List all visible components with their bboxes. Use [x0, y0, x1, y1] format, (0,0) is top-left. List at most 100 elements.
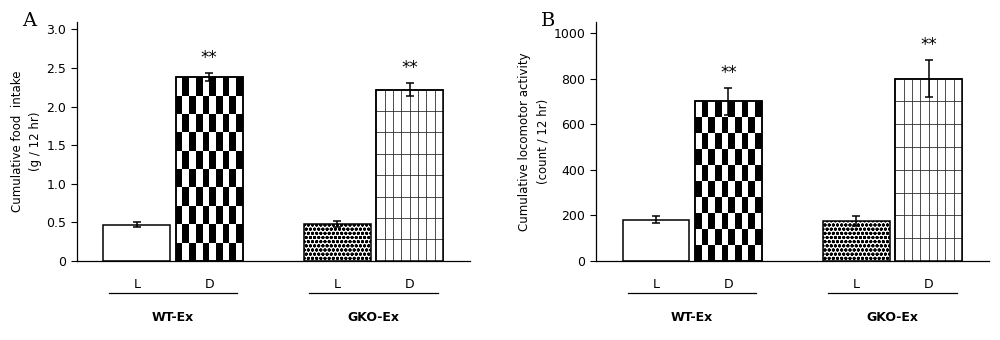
Bar — [945, 101, 954, 124]
Text: B: B — [541, 12, 555, 30]
Bar — [376, 218, 385, 239]
Bar — [376, 89, 443, 261]
Bar — [715, 229, 722, 245]
Bar — [695, 149, 702, 165]
Bar — [954, 124, 962, 147]
Bar — [904, 215, 912, 238]
Bar — [895, 192, 904, 215]
Text: L: L — [133, 278, 140, 291]
Bar — [954, 170, 962, 192]
Bar — [182, 224, 189, 242]
Bar — [435, 197, 443, 218]
Bar — [376, 197, 385, 218]
Bar — [937, 192, 945, 215]
Text: **: ** — [401, 59, 418, 78]
Bar — [176, 169, 182, 187]
Bar — [410, 89, 418, 111]
Bar — [376, 89, 385, 111]
Bar — [435, 89, 443, 111]
Bar — [937, 215, 945, 238]
Bar — [410, 197, 418, 218]
Bar — [735, 181, 742, 197]
Bar — [755, 101, 762, 117]
Bar — [755, 197, 762, 213]
Bar — [708, 181, 715, 197]
Bar — [182, 151, 189, 169]
Bar — [376, 111, 385, 132]
Bar — [904, 101, 912, 124]
Bar — [176, 77, 243, 261]
Bar — [393, 218, 401, 239]
Bar — [385, 89, 393, 111]
Bar — [920, 124, 929, 147]
Bar — [418, 197, 426, 218]
Bar — [708, 149, 715, 165]
Bar — [189, 206, 196, 224]
Bar — [945, 79, 954, 101]
Bar — [735, 149, 742, 165]
Bar — [189, 96, 196, 114]
Bar — [103, 225, 170, 261]
Bar — [426, 89, 435, 111]
Bar — [189, 169, 196, 187]
Bar — [708, 117, 715, 133]
Text: GKO-Ex: GKO-Ex — [867, 311, 919, 324]
Bar — [945, 124, 954, 147]
Bar — [176, 77, 243, 261]
Bar — [912, 79, 920, 101]
Bar — [945, 192, 954, 215]
Bar — [385, 132, 393, 154]
Bar — [728, 133, 735, 149]
Text: L: L — [652, 278, 659, 291]
Bar — [920, 147, 929, 170]
Bar — [735, 245, 742, 261]
Bar — [937, 124, 945, 147]
Bar — [929, 215, 937, 238]
Bar — [895, 79, 904, 101]
Bar — [920, 215, 929, 238]
Bar — [904, 170, 912, 192]
Bar — [937, 238, 945, 261]
Bar — [755, 133, 762, 149]
Bar — [209, 114, 216, 132]
Bar — [216, 206, 223, 224]
Bar — [702, 165, 708, 181]
Bar — [945, 238, 954, 261]
Bar — [895, 147, 904, 170]
Bar — [209, 187, 216, 206]
Bar — [223, 187, 229, 206]
Bar — [216, 242, 223, 261]
Text: L: L — [334, 278, 341, 291]
Bar — [203, 242, 209, 261]
Bar — [376, 239, 385, 261]
Bar — [229, 242, 236, 261]
Bar — [426, 154, 435, 175]
Bar — [196, 77, 203, 96]
Bar — [748, 149, 755, 165]
Bar — [236, 224, 243, 242]
Bar — [895, 215, 904, 238]
Bar — [937, 170, 945, 192]
Bar — [229, 169, 236, 187]
Bar — [912, 238, 920, 261]
Bar — [912, 170, 920, 192]
Bar — [229, 96, 236, 114]
Text: D: D — [204, 278, 214, 291]
Bar — [695, 117, 702, 133]
Bar — [708, 245, 715, 261]
Bar — [895, 79, 962, 261]
Bar — [426, 239, 435, 261]
Bar — [376, 154, 385, 175]
Bar — [401, 197, 410, 218]
Bar — [895, 101, 904, 124]
Bar — [954, 147, 962, 170]
Bar — [702, 197, 708, 213]
Bar — [937, 147, 945, 170]
Bar — [401, 111, 410, 132]
Bar — [401, 218, 410, 239]
Bar — [176, 206, 182, 224]
Bar — [912, 215, 920, 238]
Bar — [189, 132, 196, 151]
Bar — [385, 175, 393, 197]
Text: WT-Ex: WT-Ex — [152, 311, 194, 324]
